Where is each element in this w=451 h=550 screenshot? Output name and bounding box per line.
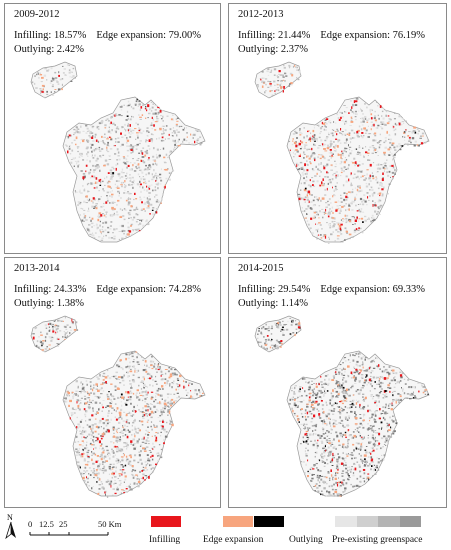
map-panel-2013-2014: 2013-2014 Infilling: 24.33% Edge expansio… xyxy=(4,257,221,508)
outlying-stat: Outlying: 2.37% xyxy=(238,44,308,55)
infilling-stat: Infilling: 29.54% xyxy=(238,284,311,295)
city-map xyxy=(30,315,206,498)
period-title: 2013-2014 xyxy=(14,263,60,274)
outlying-swatch xyxy=(254,516,284,527)
scale-bar: 0 12.5 25 50 Km xyxy=(28,511,128,547)
north-label: N xyxy=(7,513,13,522)
period-title: 2009-2012 xyxy=(14,9,60,20)
outlying-stat: Outlying: 1.38% xyxy=(14,298,84,309)
edge-expansion-swatch xyxy=(223,516,253,527)
edge-expansion-stat: Edge expansion: 76.19% xyxy=(320,30,426,41)
stats-text: Infilling: 24.33% Edge expansion: 74.28% … xyxy=(14,283,201,311)
infilling-legend-label: Infilling xyxy=(149,535,181,545)
outlying-stat: Outlying: 1.14% xyxy=(238,298,308,309)
map-legend: N 0 12.5 25 50 Km Infilling Edge expansi… xyxy=(0,511,451,550)
scale-bar-graphic xyxy=(29,532,109,536)
stats-text: Infilling: 21.44% Edge expansion: 76.19% … xyxy=(238,29,425,57)
scale-tick-25: 25 xyxy=(59,519,68,529)
period-title: 2014-2015 xyxy=(238,263,284,274)
city-map xyxy=(30,61,206,243)
north-arrow-icon: N xyxy=(5,513,16,540)
scale-tick-12-5: 12.5 xyxy=(39,519,54,529)
outlying-legend-label: Outlying xyxy=(289,535,323,545)
map-panel-2009-2012: 2009-2012 Infilling: 18.57% Edge expansio… xyxy=(4,3,221,254)
greenspace-legend-label: Pre-existing greenspace xyxy=(332,535,423,545)
infilling-stat: Infilling: 18.57% xyxy=(14,30,87,41)
scale-tick-0: 0 xyxy=(28,519,33,529)
infilling-stat: Infilling: 21.44% xyxy=(238,30,311,41)
edge-expansion-stat: Edge expansion: 69.33% xyxy=(320,284,426,295)
map-panel-2012-2013: 2012-2013 Infilling: 21.44% Edge expansio… xyxy=(228,3,447,254)
edge-expansion-stat: Edge expansion: 74.28% xyxy=(96,284,202,295)
stats-text: Infilling: 18.57% Edge expansion: 79.00% … xyxy=(14,29,201,57)
city-map xyxy=(254,61,430,244)
edge-expansion-legend-label: Edge expansion xyxy=(203,535,264,545)
stats-text: Infilling: 29.54% Edge expansion: 69.33% … xyxy=(238,283,425,311)
infilling-swatch xyxy=(151,516,181,527)
edge-expansion-stat: Edge expansion: 79.00% xyxy=(96,30,202,41)
scale-tick-50km: 50 Km xyxy=(98,519,122,529)
outlying-stat: Outlying: 2.42% xyxy=(14,44,84,55)
period-title: 2012-2013 xyxy=(238,9,284,20)
infilling-stat: Infilling: 24.33% xyxy=(14,284,87,295)
greenspace-swatch xyxy=(335,516,421,527)
city-map xyxy=(254,315,430,497)
map-panel-2014-2015: 2014-2015 Infilling: 29.54% Edge expansio… xyxy=(228,257,447,508)
